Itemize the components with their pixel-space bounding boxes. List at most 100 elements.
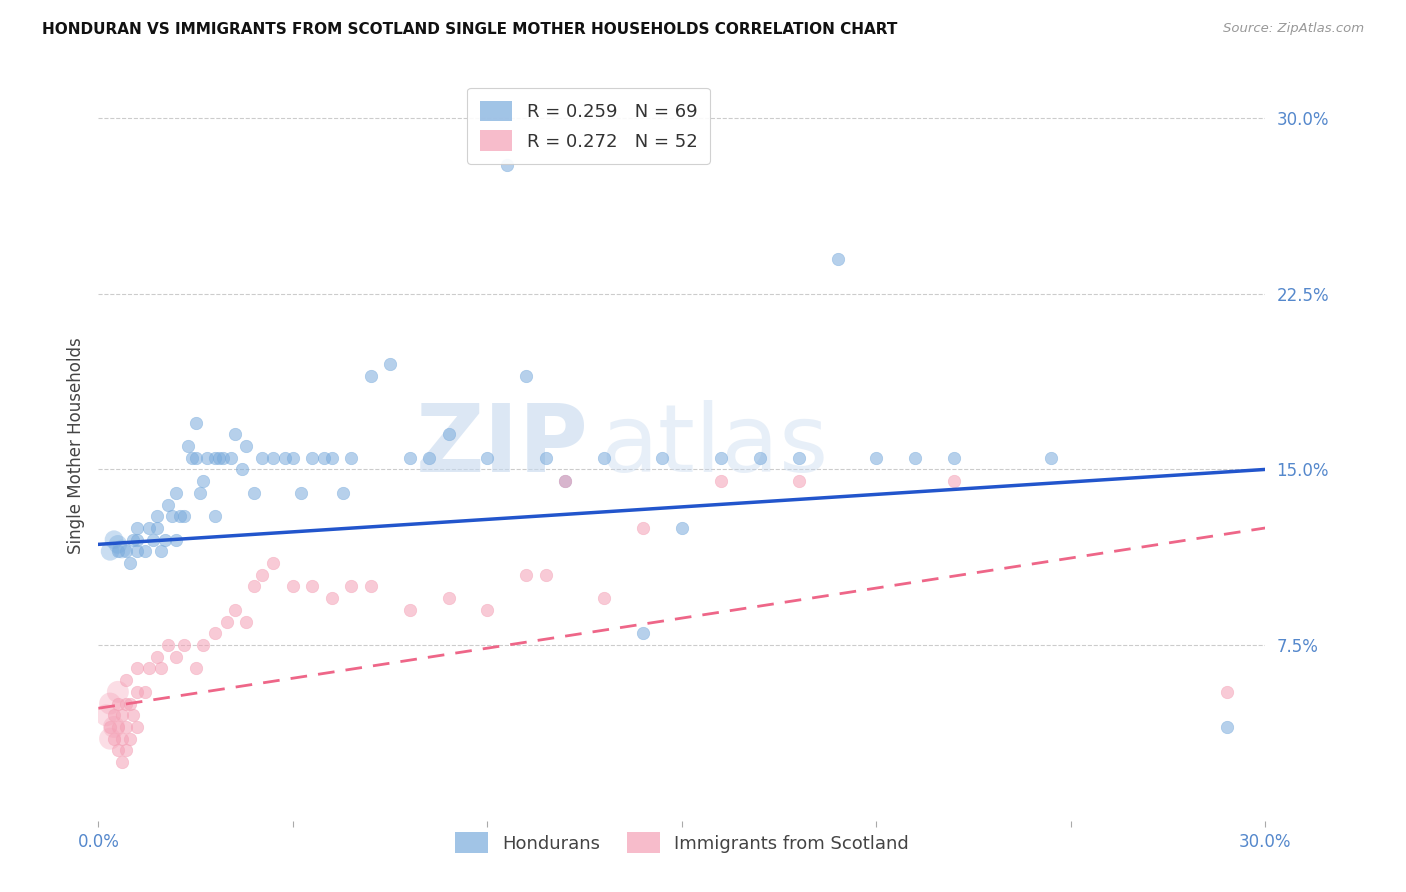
Point (184, 416, 207, 430)
Point (107, 537, 129, 551)
Point (146, 509, 169, 524)
Point (515, 567, 537, 582)
Point (534, 450, 557, 465)
Point (195, 450, 218, 465)
Point (262, 556, 284, 570)
Point (169, 509, 191, 524)
Point (262, 450, 284, 465)
Point (127, 544, 149, 558)
Point (748, 450, 770, 465)
Point (631, 521, 654, 535)
Point (103, 731, 125, 746)
Point (114, 697, 136, 711)
Point (204, 509, 226, 524)
Point (437, 591, 460, 606)
Point (865, 450, 887, 465)
Point (340, 580, 363, 594)
Point (301, 450, 323, 465)
Point (184, 450, 207, 465)
Point (138, 661, 160, 675)
Point (107, 544, 129, 558)
Point (340, 450, 363, 465)
Legend: Hondurans, Immigrants from Scotland: Hondurans, Immigrants from Scotland (449, 825, 915, 860)
Point (787, 474, 810, 488)
Point (437, 427, 460, 442)
Point (1215, 720, 1237, 734)
Point (312, 450, 335, 465)
Point (153, 533, 176, 547)
Point (671, 521, 693, 535)
Point (165, 533, 187, 547)
Point (146, 521, 169, 535)
Point (224, 427, 246, 442)
Point (250, 450, 273, 465)
Point (321, 591, 343, 606)
Point (224, 603, 246, 617)
Point (274, 450, 297, 465)
Point (118, 731, 141, 746)
Point (943, 450, 966, 465)
Point (710, 474, 733, 488)
Point (250, 567, 273, 582)
Point (98, 697, 121, 711)
Point (114, 743, 136, 757)
Point (165, 649, 187, 664)
Point (118, 556, 141, 570)
Point (231, 462, 253, 476)
Point (193, 638, 215, 652)
Text: HONDURAN VS IMMIGRANTS FROM SCOTLAND SINGLE MOTHER HOUSEHOLDS CORRELATION CHART: HONDURAN VS IMMIGRANTS FROM SCOTLAND SIN… (42, 22, 897, 37)
Point (118, 697, 141, 711)
Point (149, 661, 172, 675)
Point (146, 649, 169, 664)
Point (127, 720, 149, 734)
Point (593, 450, 616, 465)
Point (188, 485, 211, 500)
Point (111, 541, 134, 557)
Point (554, 474, 576, 488)
Point (111, 708, 134, 723)
Point (235, 615, 257, 629)
Point (111, 755, 134, 769)
Point (107, 697, 129, 711)
Point (477, 603, 499, 617)
Point (360, 580, 382, 594)
Point (122, 708, 145, 723)
Point (243, 485, 266, 500)
Point (208, 450, 231, 465)
Point (165, 485, 187, 500)
Point (1215, 685, 1237, 699)
Point (98, 720, 121, 734)
Point (710, 450, 733, 465)
Point (138, 521, 160, 535)
Point (515, 368, 537, 383)
Y-axis label: Single Mother Households: Single Mother Households (66, 338, 84, 554)
Text: atlas: atlas (600, 400, 828, 492)
Point (134, 544, 156, 558)
Point (157, 638, 180, 652)
Point (593, 591, 616, 606)
Point (943, 474, 966, 488)
Point (332, 485, 354, 500)
Point (477, 450, 499, 465)
Point (301, 580, 323, 594)
Point (114, 720, 136, 734)
Point (193, 474, 215, 488)
Point (235, 439, 257, 453)
Point (904, 450, 927, 465)
Point (122, 533, 145, 547)
Point (111, 731, 134, 746)
Point (127, 521, 149, 535)
Point (142, 533, 165, 547)
Point (418, 450, 440, 465)
Point (184, 661, 207, 675)
Point (496, 158, 519, 172)
Point (281, 580, 304, 594)
Point (534, 567, 557, 582)
Text: ZIP: ZIP (416, 400, 589, 492)
Point (98, 544, 121, 558)
Point (204, 626, 226, 640)
Point (219, 450, 242, 465)
Point (243, 580, 266, 594)
Point (398, 450, 420, 465)
Point (127, 685, 149, 699)
